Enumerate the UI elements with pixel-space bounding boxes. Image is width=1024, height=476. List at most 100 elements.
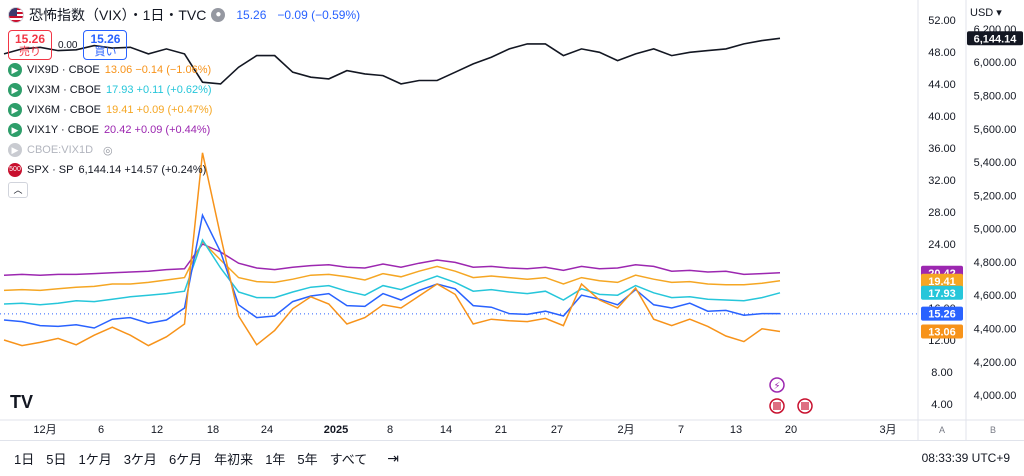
range-button[interactable]: 6ケ月: [168, 452, 203, 467]
sell-button[interactable]: 15.26 売り: [8, 30, 52, 60]
x-tick-label: 8: [387, 424, 393, 436]
compare-series-row[interactable]: 500 SPX · SP 6,144.14 +14.57 (+0.24%): [8, 160, 360, 180]
series-icon: ▶: [8, 143, 22, 157]
x-tick-label: 3月: [879, 424, 896, 436]
right-tick-label: 5,000.00: [974, 224, 1017, 236]
price-chart[interactable]: 52.00 48.00 44.00 40.00 36.00 32.00 28.00 24.00…: [0, 0, 1024, 440]
series-value: 20.42 +0.09 (+0.44%): [103, 124, 211, 136]
us-flag-icon: [8, 7, 24, 23]
x-tick-label: 21: [495, 424, 507, 436]
series-value: 6,144.14 +14.57 (+0.24%): [78, 164, 207, 176]
price-tag-vix9d: [921, 324, 963, 339]
compare-series-row[interactable]: ▶ CBOE:VIX1D ◎: [8, 140, 360, 160]
series-line-vix6m: [3, 240, 781, 292]
price-tag-text: 19.41: [928, 276, 956, 288]
series-line-vix1y: [3, 243, 781, 276]
x-tick-label: 12月: [33, 424, 56, 436]
range-button[interactable]: 1ケ月: [78, 452, 112, 467]
x-tick-label: 13: [730, 424, 742, 436]
left-tick-label: 44.00: [928, 79, 956, 91]
compare-series-row[interactable]: ▶ VIX1Y · CBOE 20.42 +0.09 (+0.44%): [8, 120, 360, 140]
series-line-vix3m: [3, 238, 781, 306]
status-dot-icon: ●: [211, 8, 226, 22]
range-button[interactable]: 1日: [14, 452, 35, 467]
x-tick-label: 12: [151, 424, 163, 436]
flag-stripes: [801, 402, 809, 410]
series-icon: ▶: [8, 63, 22, 77]
x-tick-label: 14: [440, 424, 452, 436]
left-tick-label: 4.00: [931, 399, 952, 411]
right-tick-label: 4,200.00: [974, 357, 1017, 369]
compare-series-list: ▶ VIX9D · CBOE 13.06 −0.14 (−1.06%) ▶ VIX3M …: [8, 60, 360, 180]
series-name: CBOE:VIX1D: [27, 144, 94, 156]
left-tick-label: 8.00: [931, 367, 952, 379]
hidden-eye-icon[interactable]: ◎: [103, 144, 113, 157]
compare-series-row[interactable]: ▶ VIX3M · CBOE 17.93 +0.11 (+0.62%): [8, 80, 360, 100]
series-name: VIX3M · CBOE: [27, 84, 101, 96]
clock[interactable]: 08:33:39 UTC+9: [921, 451, 1010, 465]
left-tick-label: 40.00: [928, 111, 956, 123]
left-tick-label: 32.00: [928, 175, 956, 187]
range-button[interactable]: 1年: [265, 452, 286, 467]
right-tick-label: 4,000.00: [974, 390, 1017, 402]
price-tag-text: 15.26: [928, 309, 956, 321]
series-name: SPX · SP: [27, 164, 74, 176]
spread-value: 0.00: [58, 39, 78, 51]
right-tick-label: 5,400.00: [974, 157, 1017, 169]
range-button[interactable]: すべて: [329, 452, 368, 467]
left-tick-label: 28.00: [928, 207, 956, 219]
compare-series-row[interactable]: ▶ VIX6M · CBOE 19.41 +0.09 (+0.47%): [8, 100, 360, 120]
symbol-title[interactable]: 恐怖指数（VIX）・1日・TVC: [29, 7, 207, 23]
price-change: −0.09 (−0.59%): [277, 8, 361, 22]
chart-legend: 恐怖指数（VIX）・1日・TVC ● 15.26 −0.09 (−0.59%) …: [8, 4, 360, 198]
series-icon: ▶: [8, 83, 22, 97]
price-tag-vix: [921, 306, 963, 321]
lightning-glyph: ⚡: [773, 381, 780, 392]
collapse-legend-button[interactable]: ︿: [8, 182, 28, 198]
lightning-event-icon[interactable]: [769, 377, 785, 393]
series-value: 19.41 +0.09 (+0.47%): [105, 104, 213, 116]
left-tick-label: 36.00: [928, 143, 956, 155]
range-button[interactable]: 年初来: [214, 452, 254, 467]
range-buttons: 1日 5日 1ケ月 3ケ月 6ケ月 年初来 1年 5年 すべて: [8, 449, 373, 468]
right-tick-label: 5,800.00: [974, 91, 1017, 103]
spx-price-tag: [967, 31, 1023, 46]
buy-button[interactable]: 15.26 買い: [83, 30, 128, 60]
right-tick-label: 6,000.00: [974, 57, 1017, 69]
x-tick-label: 18: [207, 424, 219, 436]
tradingview-logo[interactable]: TV: [10, 392, 34, 412]
series-icon: ▶: [8, 123, 22, 137]
series-icon: ▶: [8, 103, 22, 117]
right-tick-label: 5,200.00: [974, 190, 1017, 202]
currency-selector[interactable]: USD ▾: [970, 7, 1002, 19]
axis-scale-letter[interactable]: A: [939, 425, 945, 435]
right-tick-label: 4,400.00: [974, 323, 1017, 335]
x-tick-label: 27: [551, 424, 563, 436]
right-tick-label: 5,600.00: [974, 124, 1017, 136]
price-tag-vix6m: [921, 273, 963, 288]
range-button[interactable]: 5日: [46, 452, 67, 467]
range-button[interactable]: 3ケ月: [123, 452, 157, 467]
bottom-toolbar: 1日 5日 1ケ月 3ケ月 6ケ月 年初来 1年 5年 すべて ⇥ 08:33:39 UTC+9: [0, 440, 1024, 476]
series-name: VIX6M · CBOE: [27, 104, 101, 116]
series-value: 13.06 −0.14 (−1.06%): [104, 64, 212, 76]
flag-stripes: [773, 402, 781, 410]
compare-series-row[interactable]: ▶ VIX9D · CBOE 13.06 −0.14 (−1.06%): [8, 60, 360, 80]
spx-price-tag-text: 6,144.14: [974, 33, 1018, 45]
x-tick-label: 2月: [617, 424, 634, 436]
range-button[interactable]: 5年: [297, 452, 318, 467]
x-tick-label: 20: [785, 424, 797, 436]
right-tick-label: 4,800.00: [974, 257, 1017, 269]
date-range-icon[interactable]: ⇥: [387, 450, 399, 466]
x-tick-label: 2025: [324, 424, 348, 436]
left-tick-label: 24.00: [928, 239, 956, 251]
x-tick-label: 24: [261, 424, 273, 436]
x-tick-label: 6: [98, 424, 104, 436]
axis-scale-letter[interactable]: B: [990, 425, 996, 435]
right-tick-label: 4,600.00: [974, 290, 1017, 302]
series-name: VIX9D · CBOE: [27, 64, 100, 76]
price-tag-vix3m: [921, 285, 963, 300]
series-value: 17.93 +0.11 (+0.62%): [105, 84, 212, 96]
series-line-spx: [3, 37, 781, 85]
series-name: VIX1Y · CBOE: [27, 124, 99, 136]
